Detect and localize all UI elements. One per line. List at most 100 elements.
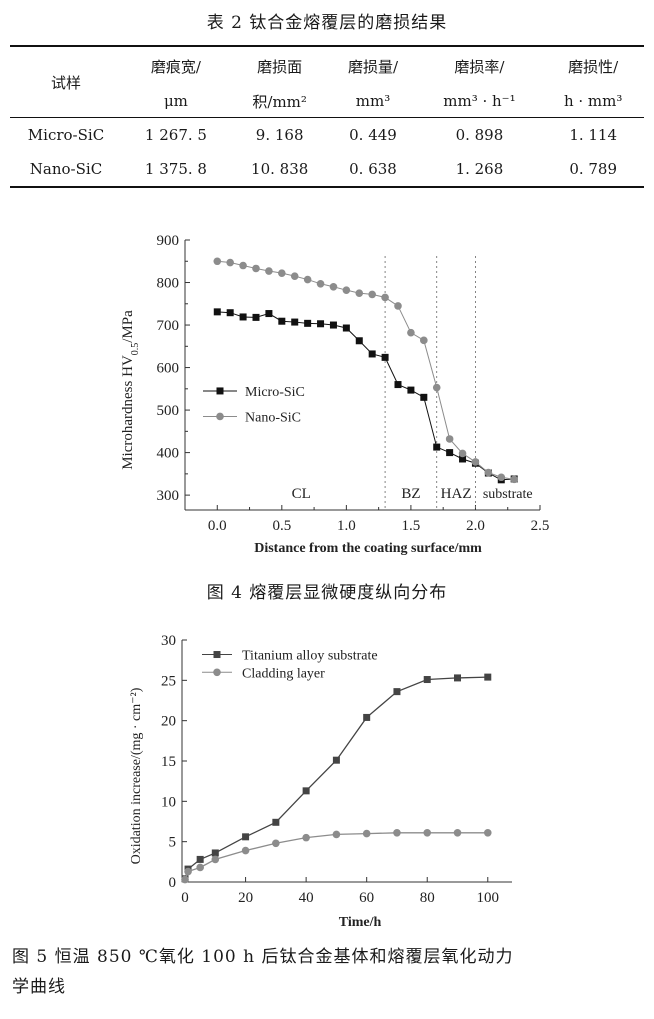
series-line: [184, 676, 488, 879]
header-col5-line2: h · mm³: [542, 85, 644, 118]
data-point: [368, 290, 376, 299]
data-point: [484, 468, 493, 477]
oxidation-kinetics-chart: 0 5 10 15 20 25 30 0 20 40 60 80 100 Titanium alloy s…: [129, 633, 512, 930]
data-point: [381, 293, 389, 302]
cell-value: 10. 838: [229, 152, 330, 188]
y-tick-label: 25: [161, 673, 176, 689]
cell-value: 1 267. 5: [144, 126, 207, 144]
data-point: [393, 688, 401, 696]
legend-label: Cladding layer: [242, 666, 325, 681]
region-label-bz: BZ: [401, 486, 420, 502]
legend-marker: [213, 651, 221, 659]
y-tick-label: 800: [157, 276, 180, 292]
data-point: [332, 830, 341, 839]
microhardness-chart: 300 400 500 600 700 800 900 0.0 0.5 1.0 1.5 2.0 2.5 C…: [120, 233, 549, 556]
data-point: [423, 676, 431, 684]
x-tick-label: 1.0: [337, 518, 356, 534]
data-point: [362, 829, 371, 838]
data-point: [241, 846, 250, 855]
table-row: Micro-SiC 1 267. 5 9. 168 0. 449 0. 898 …: [10, 118, 644, 153]
cell-value: 9. 168: [255, 126, 304, 144]
series-line: [217, 260, 515, 480]
y-tick-label: 900: [157, 233, 180, 249]
legend-label: Titanium alloy substrate: [242, 649, 378, 664]
fig5-caption: 图 5 恒温 850 ℃氧化 100 h 后钛合金基体和熔覆层氧化动力 学曲线: [12, 942, 642, 1002]
x-tick-label: 0.0: [208, 518, 227, 534]
data-point: [471, 458, 480, 466]
data-point: [342, 286, 351, 294]
data-point: [407, 328, 415, 337]
data-point: [329, 321, 337, 329]
data-point: [355, 337, 363, 345]
header-col2-line2: 积/mm²: [229, 85, 330, 118]
header-col3-line1: 磨损量/: [329, 45, 417, 85]
data-point: [317, 320, 325, 328]
x-tick-label: 0: [181, 890, 189, 906]
y-tick-label: 400: [157, 446, 180, 462]
fig5-caption-line2: 学曲线: [12, 977, 66, 997]
x-tick-label: 0.5: [272, 518, 291, 534]
legend-marker: [216, 412, 224, 421]
data-point: [239, 261, 247, 270]
data-point: [302, 787, 310, 795]
legend-label: Nano-SiC: [245, 410, 301, 425]
data-point: [278, 269, 286, 277]
data-point: [445, 435, 454, 443]
data-point: [394, 381, 402, 389]
header-col5-line1: 磨损性/: [542, 45, 644, 85]
data-point: [458, 449, 467, 458]
data-point: [272, 818, 280, 826]
data-point: [252, 313, 260, 321]
y-tick-label: 15: [161, 754, 176, 770]
data-point: [211, 849, 219, 857]
data-point: [239, 313, 247, 321]
wear-results-table: 试样 磨痕宽/ 磨损面 磨损量/ 磨损率/ 磨损性/ μm 积/mm² mm³ …: [10, 45, 644, 188]
x-axis-label: Time/h: [339, 915, 382, 930]
data-point: [510, 475, 518, 484]
x-tick-label: 100: [477, 890, 500, 906]
data-point: [303, 275, 312, 284]
data-point: [196, 855, 204, 863]
y-tick-label: 10: [161, 794, 176, 810]
x-tick-label: 1.5: [402, 518, 421, 534]
data-point: [446, 449, 454, 457]
fig4-caption: 图 4 熔覆层显微硬度纵向分布: [206, 583, 448, 603]
header-sample: 试样: [10, 45, 122, 118]
cell-value: 1. 268: [416, 152, 543, 188]
data-point: [265, 267, 273, 275]
data-point: [291, 318, 299, 326]
y-tick-label: 0: [169, 875, 177, 891]
region-label-cl: CL: [292, 486, 311, 502]
data-point: [394, 302, 402, 310]
header-col4-line2: mm³ · h⁻¹: [416, 85, 543, 118]
data-point: [363, 713, 371, 721]
cell-value: 1. 114: [569, 126, 618, 144]
table-row: Nano-SiC 1 375. 8 10. 838 0. 638 1. 268 …: [10, 152, 644, 188]
data-point: [332, 756, 340, 764]
data-point: [242, 833, 250, 841]
cell-value: 0. 898: [455, 126, 504, 144]
data-point: [265, 310, 273, 318]
region-label-substrate: substrate: [483, 487, 533, 502]
cell-sample: Nano-SiC: [10, 152, 122, 188]
data-point: [407, 386, 415, 394]
y-tick-label: 500: [157, 403, 180, 419]
data-point: [453, 828, 462, 837]
y-axis-label: Oxidation increase/(mg · cm⁻²): [129, 687, 144, 864]
data-point: [420, 336, 428, 345]
header-col3-line2: mm³: [329, 85, 417, 118]
header-col1-line2: μm: [122, 85, 230, 118]
data-point: [459, 455, 467, 463]
data-point: [302, 833, 310, 842]
cell-value: 0. 638: [329, 152, 417, 188]
table2-caption: 表 2 钛合金熔覆层的磨损结果: [206, 13, 448, 33]
data-point: [355, 289, 364, 297]
x-tick-label: 40: [299, 890, 314, 906]
data-point: [433, 443, 441, 451]
region-label-haz: HAZ: [441, 486, 472, 502]
x-tick-label: 60: [359, 890, 374, 906]
data-point: [181, 875, 189, 884]
legend-label: Micro-SiC: [245, 385, 305, 400]
y-tick-label: 700: [157, 318, 180, 334]
header-col4-line1: 磨损率/: [416, 45, 543, 85]
